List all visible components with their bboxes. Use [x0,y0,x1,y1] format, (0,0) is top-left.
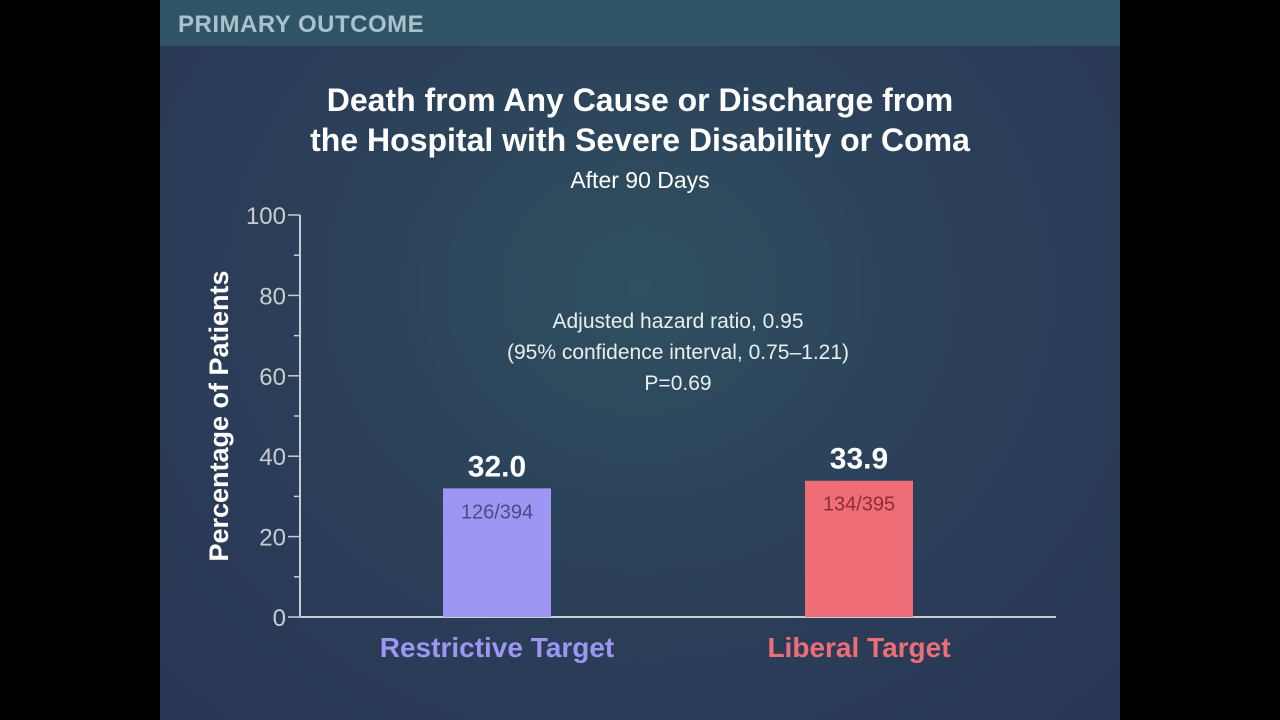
annotation-line: (95% confidence interval, 0.75–1.21) [507,341,849,364]
annotation-line: P=0.69 [644,372,711,395]
bar-restrictive [443,488,551,617]
y-tick-label: 80 [259,283,286,310]
y-tick-label: 0 [273,605,286,632]
y-tick-label: 20 [259,525,286,552]
chart-subtitle: After 90 Days [570,167,710,193]
bar-value-label: 33.9 [830,443,888,476]
bar-count-label: 134/395 [823,494,895,516]
x-category-label: Restrictive Target [380,632,614,663]
bar-value-label: 32.0 [468,450,526,483]
chart-title-line-2: the Hospital with Severe Disability or C… [310,122,970,158]
section-header-label: PRIMARY OUTCOME [178,11,425,38]
y-tick-label: 60 [259,364,286,391]
chart-title: Death from Any Cause or Discharge from t… [160,80,1120,160]
y-tick-label: 40 [259,444,286,471]
bar-chart: 0 20 40 60 80 100 Percentage of Patients 32.0 12… [204,203,1056,663]
slide: PRIMARY OUTCOME Death from Any Cause or … [160,0,1120,720]
annotation-line: Adjusted hazard ratio, 0.95 [553,310,804,333]
section-header: PRIMARY OUTCOME [160,0,1120,46]
x-category-label: Liberal Target [767,632,950,663]
y-tick-label: 100 [246,203,286,230]
y-axis-label: Percentage of Patients [204,270,234,561]
bar-count-label: 126/394 [461,501,533,523]
bar-liberal [805,480,913,617]
chart-title-line-1: Death from Any Cause or Discharge from [326,82,954,118]
